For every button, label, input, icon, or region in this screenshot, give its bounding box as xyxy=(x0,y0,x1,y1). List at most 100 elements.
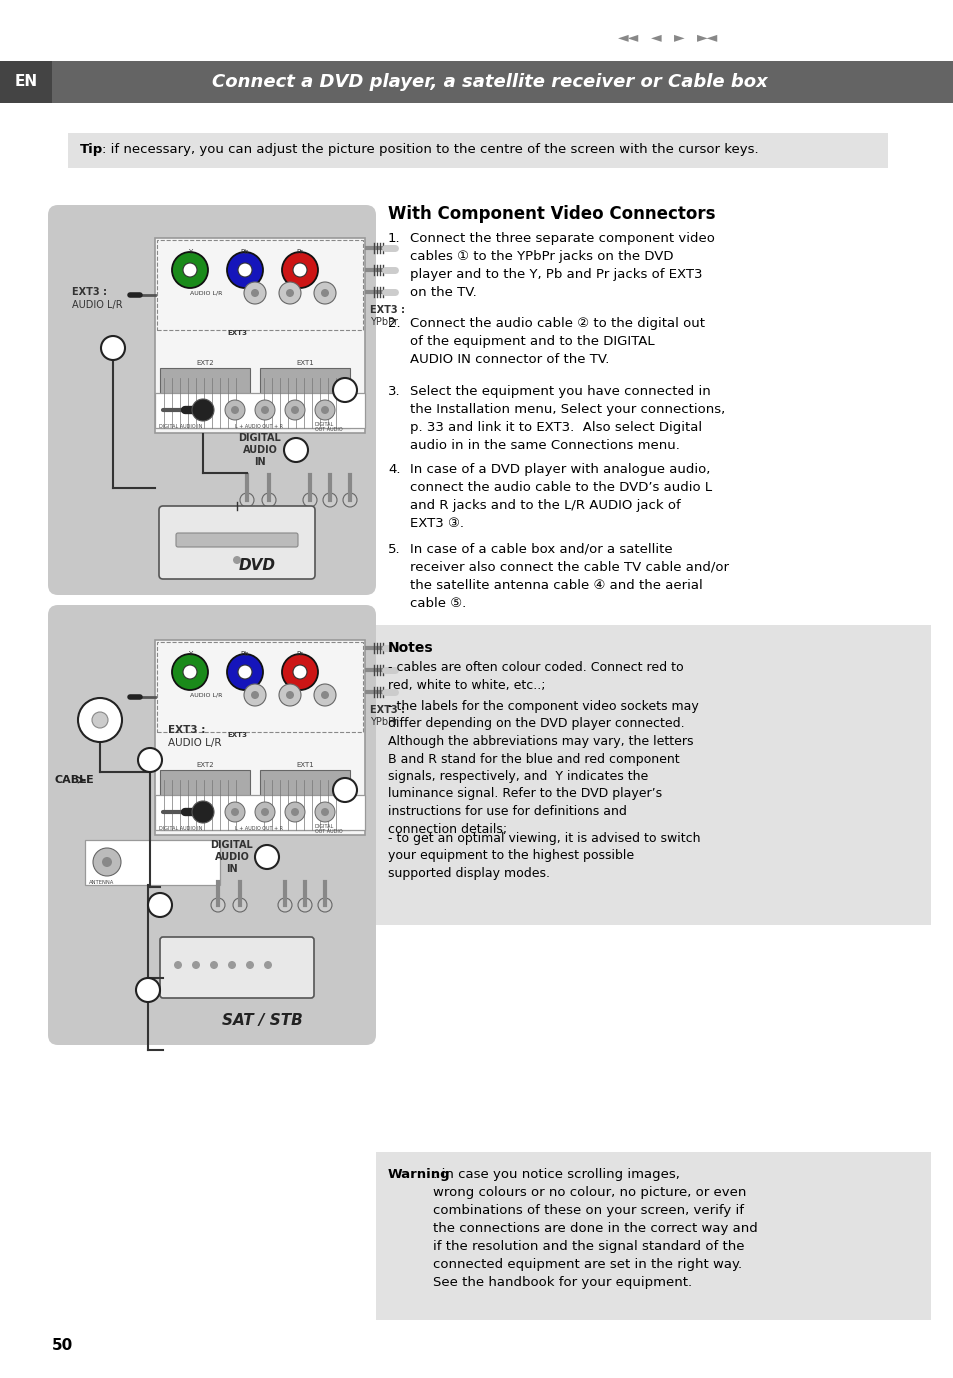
Circle shape xyxy=(277,898,292,912)
Circle shape xyxy=(261,407,269,413)
Text: 5.: 5. xyxy=(388,543,400,555)
Circle shape xyxy=(183,263,196,277)
Text: 2: 2 xyxy=(292,445,299,455)
Text: 4: 4 xyxy=(144,985,152,995)
Circle shape xyxy=(262,493,275,507)
Circle shape xyxy=(231,808,239,816)
Circle shape xyxy=(211,898,225,912)
Text: CABLE: CABLE xyxy=(54,774,93,785)
Circle shape xyxy=(233,898,247,912)
FancyBboxPatch shape xyxy=(260,368,350,429)
Text: EXT3: EXT3 xyxy=(227,732,247,739)
Text: ◄: ◄ xyxy=(650,30,661,44)
Text: AUDIO L/R: AUDIO L/R xyxy=(190,693,222,697)
FancyBboxPatch shape xyxy=(175,533,297,547)
Circle shape xyxy=(333,378,356,402)
Bar xyxy=(375,626,930,925)
Text: Tip: Tip xyxy=(80,143,103,157)
Text: :: : xyxy=(394,641,398,655)
Circle shape xyxy=(317,898,332,912)
Text: DIGITAL
OUT AUDIO: DIGITAL OUT AUDIO xyxy=(314,824,342,835)
Text: In case of a cable box and/or a satellite
receiver also connect the cable TV cab: In case of a cable box and/or a satellit… xyxy=(410,543,728,610)
Bar xyxy=(154,238,365,433)
Text: AUDIO L/R: AUDIO L/R xyxy=(168,739,221,748)
Circle shape xyxy=(210,960,218,969)
Text: - to get an optimal viewing, it is advised to switch
your equipment to the highe: - to get an optimal viewing, it is advis… xyxy=(388,832,700,881)
Text: Notes: Notes xyxy=(388,641,434,655)
Text: ◄◄: ◄◄ xyxy=(618,30,639,44)
Circle shape xyxy=(264,960,272,969)
FancyBboxPatch shape xyxy=(159,506,314,579)
Circle shape xyxy=(183,666,196,679)
Circle shape xyxy=(173,960,182,969)
Text: 1: 1 xyxy=(341,785,349,795)
Text: - cables are often colour coded. Connect red to
red, white to white, etc..;: - cables are often colour coded. Connect… xyxy=(388,661,683,692)
Circle shape xyxy=(225,400,245,420)
Circle shape xyxy=(343,493,356,507)
Text: L + AUDIO OUT + R: L + AUDIO OUT + R xyxy=(234,424,283,430)
Bar xyxy=(85,841,220,885)
Text: AUDIO: AUDIO xyxy=(242,445,277,455)
Circle shape xyxy=(314,282,335,305)
Text: Y: Y xyxy=(188,650,192,657)
Circle shape xyxy=(192,960,200,969)
Circle shape xyxy=(102,857,112,867)
Text: Pr: Pr xyxy=(296,249,303,255)
Circle shape xyxy=(246,960,253,969)
Text: AUDIO L/R: AUDIO L/R xyxy=(71,300,123,310)
Circle shape xyxy=(91,712,108,728)
Circle shape xyxy=(314,400,335,420)
FancyBboxPatch shape xyxy=(160,770,250,830)
Text: 4.: 4. xyxy=(388,463,400,475)
Circle shape xyxy=(233,555,241,564)
Circle shape xyxy=(228,960,235,969)
Circle shape xyxy=(225,802,245,823)
Circle shape xyxy=(254,845,278,870)
Text: 1: 1 xyxy=(341,384,349,395)
Text: SAT / STB: SAT / STB xyxy=(221,1013,302,1028)
Circle shape xyxy=(237,666,252,679)
FancyBboxPatch shape xyxy=(160,368,250,429)
Circle shape xyxy=(286,690,294,699)
Circle shape xyxy=(251,690,258,699)
Circle shape xyxy=(192,801,213,823)
Circle shape xyxy=(101,336,125,360)
Text: ANTENNA: ANTENNA xyxy=(89,881,114,886)
Circle shape xyxy=(244,282,266,305)
Circle shape xyxy=(293,263,307,277)
Circle shape xyxy=(254,400,274,420)
Circle shape xyxy=(286,289,294,298)
Circle shape xyxy=(282,252,317,288)
Text: AUDIO: AUDIO xyxy=(214,852,249,863)
Text: EXT1: EXT1 xyxy=(295,762,314,768)
Circle shape xyxy=(237,263,252,277)
Text: EXT1: EXT1 xyxy=(295,360,314,367)
Text: DIGITAL AUDIO IN: DIGITAL AUDIO IN xyxy=(159,827,202,831)
Text: 2: 2 xyxy=(263,852,271,863)
Text: EXT3: EXT3 xyxy=(227,329,247,336)
Circle shape xyxy=(227,252,263,288)
Bar xyxy=(157,642,363,732)
Circle shape xyxy=(251,289,258,298)
Circle shape xyxy=(284,438,308,462)
Text: Pr: Pr xyxy=(296,650,303,657)
Circle shape xyxy=(333,779,356,802)
Circle shape xyxy=(285,802,305,823)
Circle shape xyxy=(291,808,298,816)
Circle shape xyxy=(254,802,274,823)
Circle shape xyxy=(240,493,253,507)
Text: EXT3 :: EXT3 : xyxy=(71,287,107,298)
Text: : if necessary, you can adjust the picture position to the centre of the screen : : if necessary, you can adjust the pictu… xyxy=(102,143,758,157)
Circle shape xyxy=(192,400,213,422)
Text: In case of a DVD player with analogue audio,
connect the audio cable to the DVD’: In case of a DVD player with analogue au… xyxy=(410,463,711,531)
Circle shape xyxy=(172,252,208,288)
Circle shape xyxy=(297,898,312,912)
Text: Select the equipment you have connected in
the Installation menu, Select your co: Select the equipment you have connected … xyxy=(410,384,724,452)
Text: AUDIO L/R: AUDIO L/R xyxy=(190,291,222,295)
Text: DIGITAL
OUT AUDIO: DIGITAL OUT AUDIO xyxy=(314,422,342,433)
Text: Warning: Warning xyxy=(388,1169,450,1181)
Circle shape xyxy=(285,400,305,420)
Circle shape xyxy=(92,847,121,876)
FancyBboxPatch shape xyxy=(48,205,375,595)
Circle shape xyxy=(231,407,239,413)
